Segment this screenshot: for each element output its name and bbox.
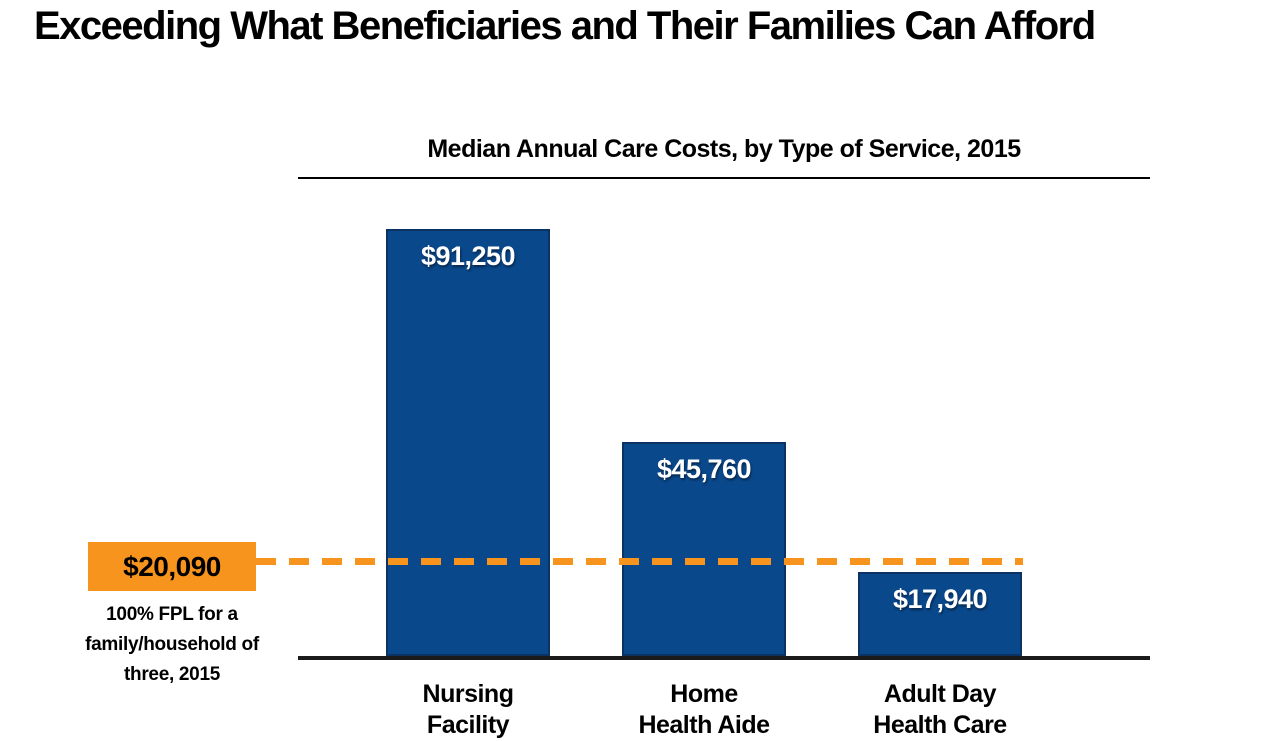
bar-adult-day-health-care: $17,940: [858, 572, 1022, 656]
chart-title: Median Annual Care Costs, by Type of Ser…: [427, 135, 1021, 163]
chart-title-underline: Median Annual Care Costs, by Type of Ser…: [298, 135, 1150, 179]
bar-nursing-facility: $91,250: [386, 229, 550, 656]
bar-home-health-aide: $45,760: [622, 442, 786, 656]
bar-value-label: $91,250: [420, 241, 516, 271]
bar-value-label: $45,760: [656, 454, 752, 484]
category-label-nursing-facility: Nursing Facility: [338, 679, 598, 741]
category-label-adult-day-health-care: Adult Day Health Care: [810, 679, 1070, 741]
fpl-dashed-line: [256, 558, 1023, 565]
slide-title: Exceeding What Beneficiaries and Their F…: [34, 4, 1096, 48]
category-line1: Nursing: [422, 680, 514, 708]
category-line2: Health Aide: [638, 711, 770, 739]
category-line2: Facility: [426, 711, 510, 739]
fpl-caption: 100% FPL for a family/household of three…: [85, 604, 259, 685]
bar-value-label: $17,940: [892, 584, 988, 614]
category-line2: Health Care: [873, 711, 1007, 739]
category-label-home-health-aide: Home Health Aide: [574, 679, 834, 741]
x-axis-line: [298, 656, 1150, 660]
fpl-value-box: $20,090: [88, 542, 256, 591]
slide: { "slide": { "title": "Exceeding What Be…: [34, 4, 1150, 739]
category-line1: Home: [670, 680, 738, 708]
category-line1: Adult Day: [883, 680, 997, 708]
